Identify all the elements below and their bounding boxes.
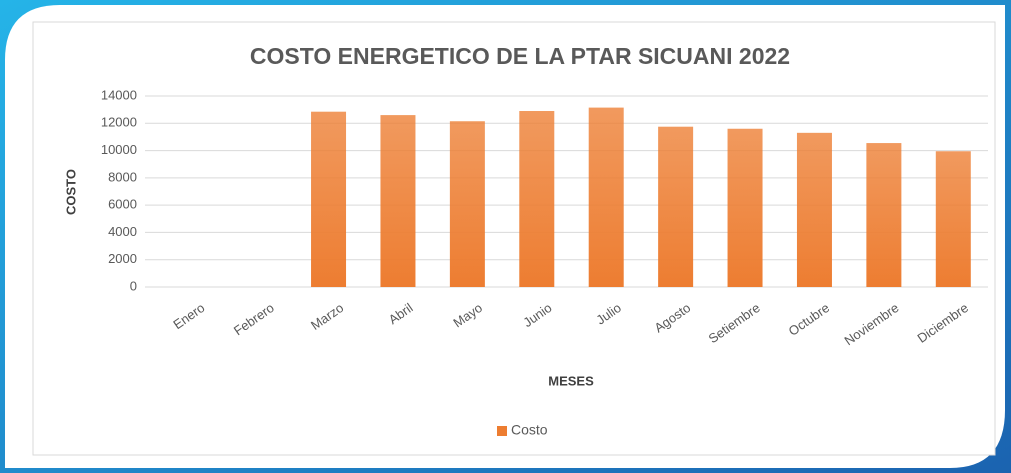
legend-label: Costo <box>511 422 548 438</box>
bar <box>588 107 624 287</box>
y-tick-label: 12000 <box>101 115 137 130</box>
bar <box>727 128 763 287</box>
legend-swatch <box>497 426 507 436</box>
chart-title: COSTO ENERGETICO DE LA PTAR SICUANI 2022 <box>250 43 790 69</box>
y-axis-title: COSTO <box>63 169 78 215</box>
bar <box>519 111 555 287</box>
y-tick-label: 2000 <box>108 251 137 266</box>
bar <box>796 132 832 287</box>
y-tick-label: 4000 <box>108 224 137 239</box>
y-tick-label: 6000 <box>108 197 137 212</box>
chart-frame <box>32 21 996 456</box>
x-axis-title: MESES <box>548 373 594 388</box>
bar <box>311 111 347 287</box>
bar <box>935 151 971 287</box>
bar <box>866 143 902 287</box>
bar <box>449 121 485 287</box>
bar <box>658 126 694 287</box>
y-tick-label: 10000 <box>101 142 137 157</box>
bar <box>380 115 416 287</box>
y-tick-label: 8000 <box>108 169 137 184</box>
y-tick-label: 14000 <box>101 87 137 102</box>
y-tick-label: 0 <box>130 278 137 293</box>
